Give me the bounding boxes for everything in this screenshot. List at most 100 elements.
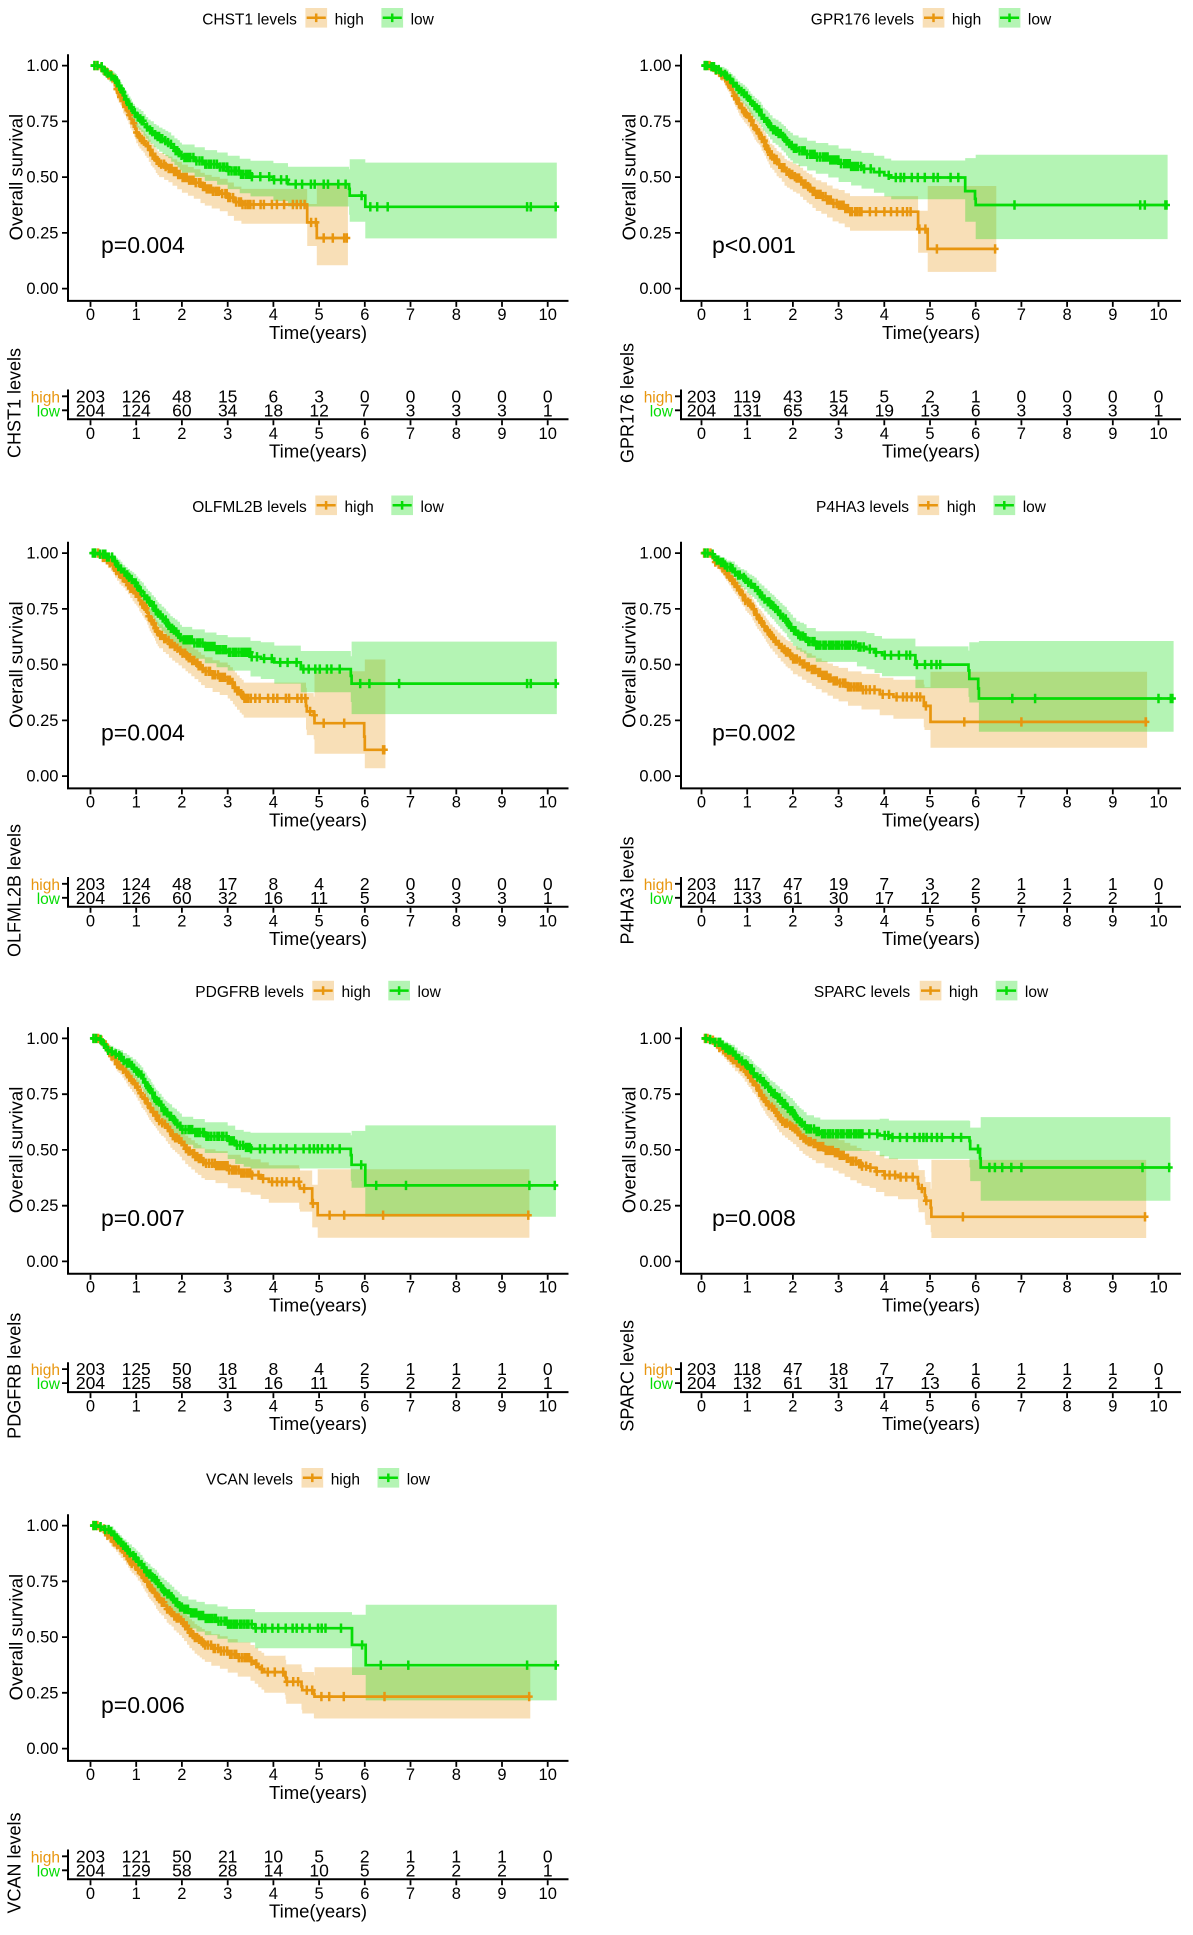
svg-text:3: 3 — [497, 888, 507, 908]
svg-text:4: 4 — [269, 425, 278, 443]
svg-text:0.50: 0.50 — [639, 656, 671, 674]
svg-text:0: 0 — [543, 1846, 553, 1866]
svg-text:0: 0 — [543, 1359, 553, 1379]
svg-text:OLFML2B levels: OLFML2B levels — [5, 824, 25, 957]
svg-text:5: 5 — [971, 888, 981, 908]
svg-text:31: 31 — [218, 1373, 237, 1393]
svg-text:2: 2 — [788, 1398, 797, 1416]
svg-text:low: low — [407, 1471, 431, 1488]
svg-text:low: low — [37, 891, 61, 908]
svg-text:18: 18 — [218, 1359, 237, 1379]
svg-text:4: 4 — [880, 793, 889, 811]
svg-text:7: 7 — [1017, 1279, 1026, 1297]
svg-text:4: 4 — [269, 306, 278, 324]
svg-text:7: 7 — [360, 400, 370, 420]
svg-text:3: 3 — [223, 1398, 232, 1416]
svg-text:5: 5 — [360, 1373, 370, 1393]
svg-text:1: 1 — [1017, 1359, 1027, 1379]
svg-text:6: 6 — [971, 425, 980, 443]
svg-text:8: 8 — [1063, 425, 1072, 443]
svg-text:6: 6 — [360, 1398, 369, 1416]
svg-text:203: 203 — [76, 1359, 105, 1379]
svg-text:2: 2 — [360, 874, 370, 894]
svg-text:21: 21 — [218, 1846, 237, 1866]
svg-text:Time(years): Time(years) — [269, 1295, 367, 1316]
svg-text:9: 9 — [497, 912, 506, 930]
svg-text:2: 2 — [1017, 1373, 1027, 1393]
svg-text:0.00: 0.00 — [26, 1740, 58, 1758]
svg-text:1: 1 — [451, 1846, 461, 1866]
svg-text:1: 1 — [132, 912, 141, 930]
svg-text:6: 6 — [971, 912, 980, 930]
svg-text:1: 1 — [497, 1359, 507, 1379]
svg-text:OLFML2B levels: OLFML2B levels — [192, 499, 307, 516]
svg-text:65: 65 — [783, 400, 802, 420]
svg-text:Time(years): Time(years) — [269, 1782, 367, 1803]
svg-text:9: 9 — [497, 1279, 506, 1297]
svg-text:204: 204 — [687, 888, 716, 908]
svg-text:7: 7 — [1017, 912, 1026, 930]
svg-text:6: 6 — [360, 912, 369, 930]
svg-text:8: 8 — [452, 912, 461, 930]
svg-text:p=0.004: p=0.004 — [101, 232, 185, 258]
svg-text:0: 0 — [1017, 386, 1027, 406]
svg-text:1: 1 — [132, 306, 141, 324]
svg-text:Overall survival: Overall survival — [5, 114, 26, 240]
svg-text:3: 3 — [314, 386, 324, 406]
svg-text:0.00: 0.00 — [639, 280, 671, 298]
svg-text:203: 203 — [76, 874, 105, 894]
svg-text:0.50: 0.50 — [639, 169, 671, 187]
svg-text:0: 0 — [1154, 1359, 1164, 1379]
svg-text:6: 6 — [360, 1885, 369, 1903]
svg-text:118: 118 — [733, 1359, 761, 1379]
svg-text:2: 2 — [1108, 888, 1118, 908]
svg-text:3: 3 — [834, 912, 843, 930]
svg-text:11: 11 — [310, 888, 328, 908]
svg-text:high: high — [31, 1362, 60, 1379]
svg-text:P4HA3 levels: P4HA3 levels — [816, 499, 909, 516]
svg-text:48: 48 — [172, 386, 191, 406]
svg-text:0: 0 — [543, 874, 553, 894]
svg-text:0.00: 0.00 — [26, 280, 58, 298]
svg-text:61: 61 — [783, 888, 802, 908]
svg-text:50: 50 — [172, 1359, 192, 1379]
svg-text:203: 203 — [687, 386, 716, 406]
svg-text:10: 10 — [539, 1885, 557, 1903]
svg-text:10: 10 — [539, 425, 557, 443]
svg-text:5: 5 — [925, 425, 934, 443]
svg-text:GPR176 levels: GPR176 levels — [618, 343, 638, 463]
svg-text:high: high — [949, 984, 978, 1001]
svg-text:8: 8 — [1063, 1279, 1072, 1297]
svg-text:5: 5 — [925, 912, 934, 930]
svg-text:0.50: 0.50 — [26, 1141, 58, 1159]
svg-text:1: 1 — [743, 912, 752, 930]
svg-text:0: 0 — [86, 306, 95, 324]
svg-text:high: high — [952, 11, 981, 28]
svg-text:3: 3 — [451, 888, 461, 908]
svg-text:7: 7 — [406, 1279, 415, 1297]
svg-text:2: 2 — [925, 386, 935, 406]
svg-text:2: 2 — [788, 306, 797, 324]
svg-text:low: low — [37, 403, 61, 420]
svg-text:CHST1 levels: CHST1 levels — [5, 348, 25, 458]
svg-text:60: 60 — [172, 888, 192, 908]
svg-text:5: 5 — [925, 793, 934, 811]
svg-text:17: 17 — [875, 1373, 894, 1393]
svg-text:0: 0 — [86, 912, 95, 930]
svg-text:0.50: 0.50 — [26, 169, 58, 187]
svg-text:131: 131 — [733, 400, 762, 420]
svg-text:low: low — [650, 891, 674, 908]
svg-text:9: 9 — [1108, 912, 1117, 930]
svg-text:low: low — [411, 11, 435, 28]
svg-text:VCAN levels: VCAN levels — [206, 1471, 293, 1488]
svg-text:0.50: 0.50 — [639, 1141, 671, 1159]
svg-text:1: 1 — [132, 1279, 141, 1297]
svg-text:1: 1 — [543, 1373, 553, 1393]
svg-text:3: 3 — [834, 425, 843, 443]
svg-text:1: 1 — [1154, 400, 1164, 420]
svg-text:0: 0 — [451, 874, 461, 894]
svg-text:low: low — [650, 403, 674, 420]
svg-text:low: low — [418, 984, 442, 1001]
svg-text:2: 2 — [451, 1860, 461, 1880]
svg-text:204: 204 — [76, 888, 105, 908]
